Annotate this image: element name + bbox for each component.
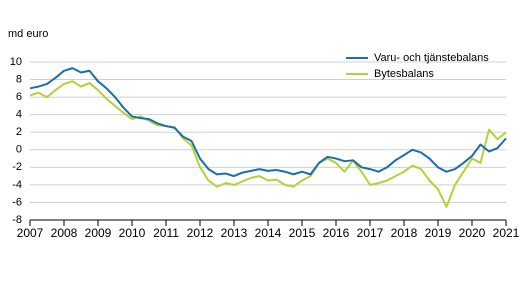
y-tick-label: 0: [16, 144, 22, 156]
y-tick-label: 4: [16, 109, 22, 121]
x-tick-label: 2012: [187, 226, 214, 240]
legend-label: Bytesbalans: [374, 68, 434, 80]
x-tick-label: 2011: [153, 226, 179, 240]
y-tick-label: 2: [16, 126, 22, 138]
x-tick-label: 2021: [493, 226, 520, 240]
x-tick-label: 2016: [323, 226, 350, 240]
y-axis-label: md euro: [8, 28, 48, 40]
x-tick-label: 2007: [17, 226, 44, 240]
x-tick-label: 2010: [119, 226, 146, 240]
x-tick-label: 2019: [425, 226, 452, 240]
y-tick-label: 10: [10, 56, 22, 68]
legend-label: Varu- och tjänstebalans: [374, 52, 489, 64]
y-tick-label: 8: [16, 73, 22, 85]
y-tick-label: -4: [12, 179, 22, 191]
series-line: [29, 80, 507, 208]
y-tick-label: -8: [12, 214, 22, 226]
x-tick-label: 2020: [459, 226, 486, 240]
y-tick-label: 6: [16, 91, 22, 103]
x-tick-label: 2008: [51, 226, 78, 240]
x-tick-label: 2015: [289, 226, 316, 240]
x-tick-label: 2013: [221, 226, 248, 240]
series-line: [29, 67, 507, 178]
y-tick-label: -6: [12, 196, 22, 208]
x-tick-label: 2018: [391, 226, 418, 240]
x-tick-label: 2017: [357, 226, 384, 240]
x-tick-label: 2014: [255, 226, 282, 240]
y-tick-label: -2: [12, 161, 22, 173]
x-tick-label: 2009: [85, 226, 112, 240]
